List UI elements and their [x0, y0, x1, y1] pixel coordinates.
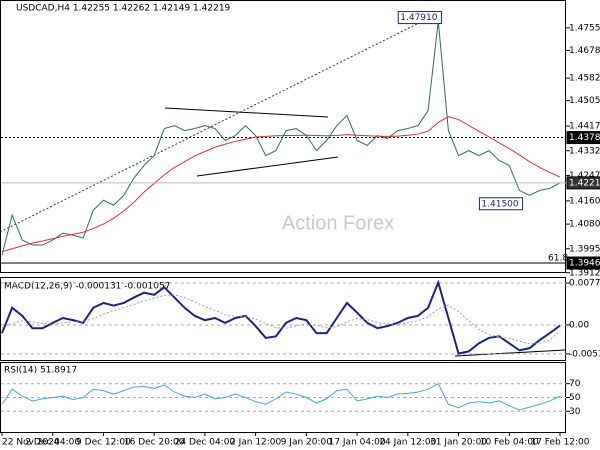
x-tick-label: 2 Jan 12:00: [230, 438, 282, 448]
price-label: 1.47910: [400, 13, 437, 23]
x-tick-label: 10 Feb 04:00: [480, 438, 539, 448]
y-tick-label: 1.44175: [569, 122, 600, 132]
series-line: [1, 21, 561, 256]
x-tick-label: 31 Jan 20:00: [430, 438, 487, 448]
x-tick-label: 16 Dec 20:00: [124, 438, 185, 448]
price-label-box: [478, 197, 524, 211]
last-price-label-box: [566, 176, 600, 190]
price-label-box: [397, 11, 442, 25]
y-tick-label: 1.40800: [569, 220, 600, 230]
x-tick-label: 17 Jan 04:00: [329, 438, 386, 448]
y-tick-label: 1.42475: [569, 171, 600, 181]
level-label: 1.43780: [569, 133, 600, 143]
series-line: [1, 383, 561, 411]
y-tick-label: -0.005367: [569, 349, 600, 359]
watermark: Action Forex: [282, 212, 394, 234]
y-tick-label: 70: [569, 379, 581, 389]
level-label-box: [566, 131, 600, 145]
y-tick-label: 1.45825: [569, 74, 600, 84]
y-tick-label: 1.41600: [569, 196, 600, 206]
x-tick-label: 24 Dec 04:00: [175, 438, 236, 448]
y-tick-label: 1.39125: [569, 268, 600, 278]
y-tick-label: 1.47555: [569, 23, 600, 33]
y-tick-label: 1.39950: [569, 244, 600, 254]
rsi-title: RSI(14) 51.8917: [4, 366, 77, 376]
triangle-upper-line: [164, 107, 329, 118]
y-tick-label: 1.45050: [569, 96, 600, 106]
y-tick-label: 0.00: [569, 321, 589, 331]
series-line: [1, 279, 561, 355]
trend-line: [0, 13, 438, 233]
price-label: 1.41500: [481, 199, 518, 209]
last-price-label: 1.42219: [569, 178, 600, 188]
x-tick-label: 24 Jan 12:00: [379, 438, 436, 448]
x-tick-label: 22 Nov 2024: [2, 438, 60, 448]
x-tick-label: 9 Jan 20:00: [281, 438, 333, 448]
y-tick-label: 1.46780: [569, 46, 600, 56]
x-tick-label: 17 Feb 12:00: [530, 438, 589, 448]
macd-title: MACD(12,26,9) -0.000131 -0.001057: [4, 282, 170, 292]
level-label-box: [566, 256, 600, 270]
y-tick-label: 0.007791: [569, 279, 600, 289]
level-label: 1.39460: [569, 259, 600, 269]
x-tick-label: 2 Dec 04:00: [25, 438, 80, 448]
y-tick-label: 50: [569, 393, 581, 403]
fib-label: 61.8: [548, 254, 568, 264]
divergence-line: [454, 349, 566, 357]
x-tick-label: 9 Dec 12:00: [76, 438, 131, 448]
y-tick-label: 1.43325: [569, 146, 600, 156]
chart-title: USDCAD,H4 1.42255 1.42262 1.42149 1.4221…: [16, 4, 231, 14]
series-line: [1, 116, 561, 253]
macd-panel-frame: [0, 277, 566, 361]
price-panel-frame: [0, 0, 566, 273]
y-tick-label: 30: [569, 407, 581, 417]
triangle-lower-line: [196, 156, 339, 177]
series-line: [1, 294, 561, 345]
